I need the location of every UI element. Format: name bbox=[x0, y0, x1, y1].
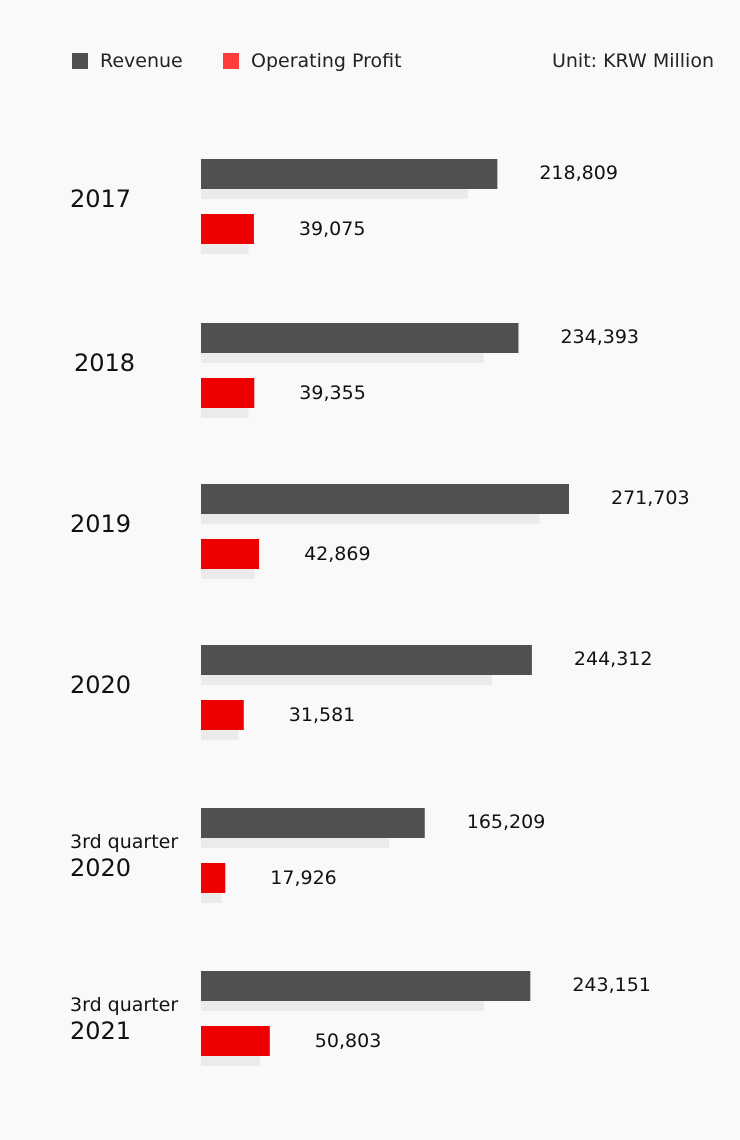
revenue-value-label: 271,703 bbox=[611, 487, 690, 509]
revenue-bar-shadow bbox=[201, 351, 484, 363]
revenue-bar-shadow bbox=[201, 999, 485, 1011]
revenue-bar bbox=[201, 323, 519, 353]
category-label-line2: 2021 bbox=[70, 1017, 131, 1045]
profit-bar bbox=[201, 378, 255, 408]
revenue-bar bbox=[201, 645, 532, 675]
profit-value-label: 17,926 bbox=[270, 867, 336, 889]
profit-bar bbox=[201, 214, 254, 244]
legend-label-revenue: Revenue bbox=[100, 50, 183, 72]
profit-bar-shadow bbox=[201, 891, 222, 903]
profit-value-label: 50,803 bbox=[315, 1030, 381, 1052]
profit-value-label: 31,581 bbox=[289, 704, 355, 726]
category-label-line1: 3rd quarter bbox=[70, 831, 178, 853]
revenue-bar bbox=[201, 484, 569, 514]
profit-value-label: 39,355 bbox=[299, 382, 365, 404]
profit-bar-shadow bbox=[201, 1054, 261, 1066]
revenue-bar-shadow bbox=[201, 187, 468, 199]
category-label-line2: 2020 bbox=[70, 854, 131, 882]
profit-bar-shadow bbox=[201, 406, 249, 418]
profit-bar-shadow bbox=[201, 728, 239, 740]
revenue-value-label: 218,809 bbox=[539, 162, 618, 184]
revenue-bar bbox=[201, 808, 425, 838]
legend-label-operating-profit: Operating Profit bbox=[251, 50, 402, 72]
profit-bar-shadow bbox=[201, 567, 255, 579]
category-label: 2018 bbox=[74, 349, 135, 377]
legend-item-revenue: Revenue bbox=[72, 50, 183, 72]
profit-bar bbox=[201, 863, 226, 893]
profit-bar bbox=[201, 1026, 270, 1056]
profit-value-label: 39,075 bbox=[299, 218, 365, 240]
profit-value-label: 42,869 bbox=[304, 543, 370, 565]
revenue-bar-shadow bbox=[201, 836, 389, 848]
revenue-value-label: 243,151 bbox=[572, 974, 651, 996]
category-label-line1: 3rd quarter bbox=[70, 994, 178, 1016]
category-label: 2019 bbox=[70, 510, 131, 538]
revenue-bar bbox=[201, 971, 531, 1001]
legend-item-operating-profit: Operating Profit bbox=[223, 50, 402, 72]
category-label: 2020 bbox=[70, 671, 131, 699]
revenue-value-label: 165,209 bbox=[467, 811, 546, 833]
revenue-bar-shadow bbox=[201, 512, 540, 524]
profit-bar bbox=[201, 700, 244, 730]
profit-bar bbox=[201, 539, 260, 569]
unit-label: Unit: KRW Million bbox=[551, 50, 714, 72]
legend-swatch-operating-profit bbox=[223, 53, 239, 69]
profit-bar-shadow bbox=[201, 242, 249, 254]
legend: Revenue Operating Profit Unit: KRW Milli… bbox=[0, 50, 740, 76]
revenue-value-label: 234,393 bbox=[560, 326, 639, 348]
revenue-bar-shadow bbox=[201, 673, 493, 685]
revenue-bar bbox=[201, 159, 498, 189]
category-label: 2017 bbox=[70, 185, 131, 213]
revenue-value-label: 244,312 bbox=[574, 648, 653, 670]
legend-swatch-revenue bbox=[72, 53, 88, 69]
